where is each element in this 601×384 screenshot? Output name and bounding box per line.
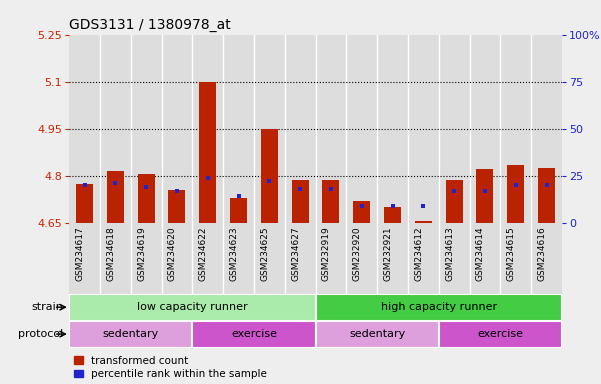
Bar xyxy=(446,180,463,223)
Bar xyxy=(162,223,192,294)
Text: exercise: exercise xyxy=(477,329,523,339)
Bar xyxy=(254,223,285,294)
Bar xyxy=(138,174,154,223)
Bar xyxy=(408,35,439,223)
Bar xyxy=(223,35,254,223)
Text: GSM234615: GSM234615 xyxy=(507,226,516,281)
Bar xyxy=(531,223,562,294)
Bar xyxy=(316,223,346,294)
Bar xyxy=(223,223,254,294)
Bar xyxy=(538,168,555,223)
Bar xyxy=(285,223,316,294)
Bar xyxy=(76,184,93,223)
Bar xyxy=(200,82,216,223)
Bar xyxy=(192,321,316,348)
Text: GSM234613: GSM234613 xyxy=(445,226,454,281)
Text: GDS3131 / 1380978_at: GDS3131 / 1380978_at xyxy=(69,18,231,32)
Text: GSM234622: GSM234622 xyxy=(199,226,208,281)
Bar xyxy=(384,207,401,223)
Bar xyxy=(192,223,223,294)
Text: sedentary: sedentary xyxy=(103,329,159,339)
Text: GSM234612: GSM234612 xyxy=(414,226,423,281)
Bar xyxy=(69,294,316,321)
Text: GSM232921: GSM232921 xyxy=(383,226,392,281)
Text: GSM234618: GSM234618 xyxy=(106,226,115,281)
Text: protocol: protocol xyxy=(18,329,63,339)
Bar xyxy=(507,165,524,223)
Text: GSM234617: GSM234617 xyxy=(76,226,85,281)
Bar xyxy=(254,35,285,223)
Bar xyxy=(346,35,377,223)
Bar xyxy=(469,35,501,223)
Text: GSM234627: GSM234627 xyxy=(291,226,300,281)
Bar xyxy=(353,201,370,223)
Bar xyxy=(69,321,192,348)
Bar xyxy=(162,35,192,223)
Bar xyxy=(291,180,308,223)
Bar xyxy=(192,35,223,223)
Bar xyxy=(415,221,432,223)
Bar xyxy=(100,223,131,294)
Bar xyxy=(346,223,377,294)
Bar xyxy=(439,321,562,348)
Bar xyxy=(439,223,469,294)
Bar xyxy=(408,223,439,294)
Bar xyxy=(261,129,278,223)
Bar xyxy=(439,35,469,223)
Bar xyxy=(469,223,501,294)
Text: GSM234620: GSM234620 xyxy=(168,226,177,281)
Bar xyxy=(316,294,562,321)
Text: GSM232920: GSM232920 xyxy=(353,226,362,281)
Text: GSM234616: GSM234616 xyxy=(537,226,546,281)
Bar xyxy=(285,35,316,223)
Text: GSM234623: GSM234623 xyxy=(230,226,239,281)
Legend: transformed count, percentile rank within the sample: transformed count, percentile rank withi… xyxy=(75,356,267,379)
Text: exercise: exercise xyxy=(231,329,277,339)
Text: low capacity runner: low capacity runner xyxy=(137,302,248,312)
Bar xyxy=(69,35,100,223)
Text: GSM234625: GSM234625 xyxy=(260,226,269,281)
Bar xyxy=(323,180,340,223)
Bar xyxy=(477,169,493,223)
Bar xyxy=(107,171,124,223)
Text: sedentary: sedentary xyxy=(349,329,405,339)
Bar xyxy=(168,190,185,223)
Bar xyxy=(131,223,162,294)
Text: GSM232919: GSM232919 xyxy=(322,226,331,281)
Text: high capacity runner: high capacity runner xyxy=(380,302,497,312)
Bar xyxy=(230,198,247,223)
Bar xyxy=(100,35,131,223)
Bar xyxy=(316,35,346,223)
Bar xyxy=(69,223,100,294)
Text: strain: strain xyxy=(31,302,63,312)
Text: GSM234614: GSM234614 xyxy=(476,226,485,281)
Bar xyxy=(531,35,562,223)
Bar xyxy=(501,35,531,223)
Text: GSM234619: GSM234619 xyxy=(137,226,146,281)
Bar xyxy=(377,223,408,294)
Bar xyxy=(501,223,531,294)
Bar xyxy=(377,35,408,223)
Bar xyxy=(316,321,439,348)
Bar xyxy=(131,35,162,223)
